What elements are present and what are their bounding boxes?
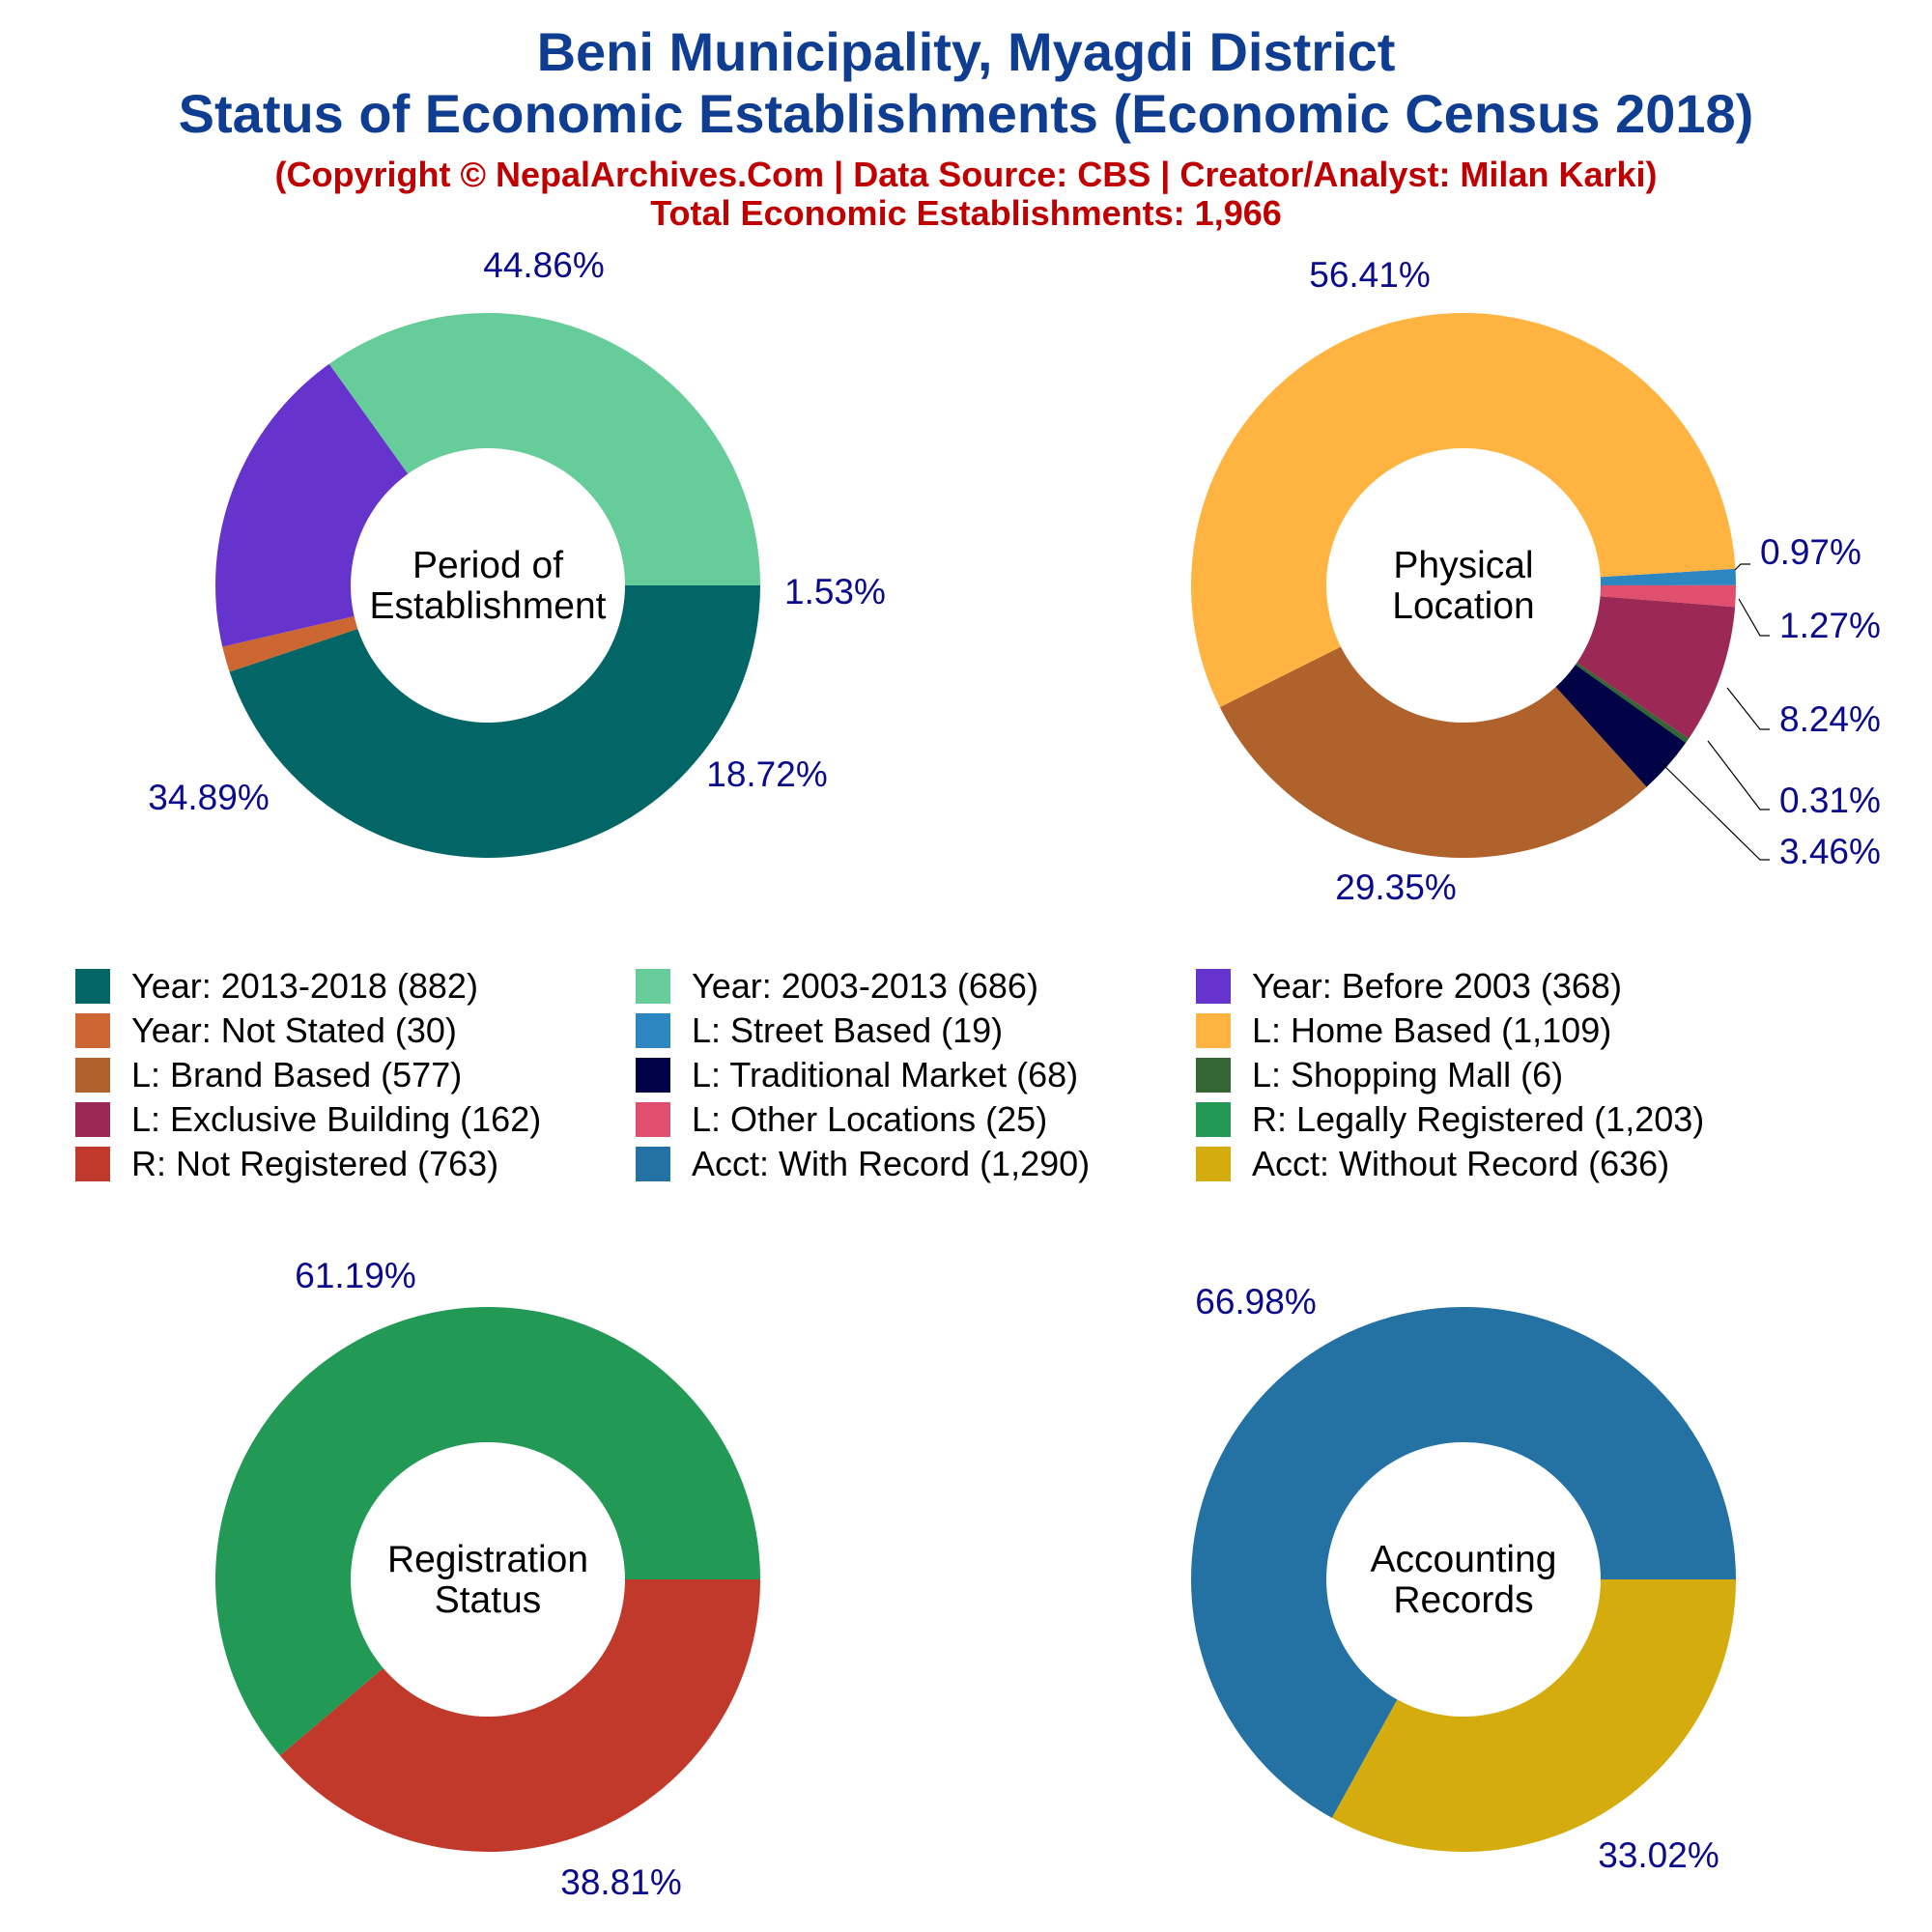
label-leader-line xyxy=(1734,563,1750,571)
legend-swatch xyxy=(75,1102,110,1137)
legend-swatch xyxy=(75,1147,110,1181)
legend-item: Year: Not Stated (30) xyxy=(75,1009,457,1053)
percentage-label: 44.86% xyxy=(483,245,605,285)
donut-center-label: Location xyxy=(1392,585,1534,627)
copyright-subtitle: (Copyright © NepalArchives.Com | Data So… xyxy=(274,155,1658,194)
percentage-label: 1.53% xyxy=(784,572,886,611)
legend-item: L: Home Based (1,109) xyxy=(1196,1009,1611,1053)
legend-swatch xyxy=(1196,1013,1231,1048)
legend-swatch xyxy=(636,969,670,1004)
legend-label: L: Brand Based (577) xyxy=(131,1055,463,1094)
legend-item: R: Legally Registered (1,203) xyxy=(1196,1097,1704,1142)
percentage-label: 66.98% xyxy=(1195,1282,1317,1321)
legend-swatch xyxy=(75,1013,110,1048)
donut-hole xyxy=(1326,448,1601,723)
legend-swatch xyxy=(75,969,110,1004)
legend-label: Acct: With Record (1,290) xyxy=(692,1144,1091,1183)
legend-label: Year: Before 2003 (368) xyxy=(1252,966,1622,1006)
legend-swatch xyxy=(1196,1147,1231,1181)
legend-label: L: Shopping Mall (6) xyxy=(1252,1055,1564,1094)
legend-label: R: Legally Registered (1,203) xyxy=(1252,1099,1705,1139)
percentage-label: 38.81% xyxy=(560,1862,682,1902)
legend-item: L: Traditional Market (68) xyxy=(636,1053,1078,1097)
legend-item: Year: 2003-2013 (686) xyxy=(636,964,1038,1009)
legend-swatch xyxy=(1196,969,1231,1004)
legend-label: Year: Not Stated (30) xyxy=(131,1010,457,1050)
percentage-label: 34.89% xyxy=(148,778,270,817)
legend-swatch xyxy=(1196,1102,1231,1137)
legend-item: L: Shopping Mall (6) xyxy=(1196,1053,1563,1097)
percentage-label: 0.97% xyxy=(1760,532,1861,572)
legend-item: L: Other Locations (25) xyxy=(636,1097,1047,1142)
legend-swatch xyxy=(636,1102,670,1137)
percentage-label: 8.24% xyxy=(1779,699,1881,739)
legend-label: Acct: Without Record (636) xyxy=(1252,1144,1670,1183)
donut-hole xyxy=(1326,1442,1601,1717)
legend-item: Year: 2013-2018 (882) xyxy=(75,964,478,1009)
percentage-label: 33.02% xyxy=(1598,1835,1719,1875)
legend-label: L: Exclusive Building (162) xyxy=(131,1099,542,1139)
legend-label: Year: 2003-2013 (686) xyxy=(692,966,1038,1006)
legend-label: L: Other Locations (25) xyxy=(692,1099,1048,1139)
legend-item: R: Not Registered (763) xyxy=(75,1142,498,1186)
percentage-label: 29.35% xyxy=(1335,867,1457,907)
chart-title-line-2: Status of Economic Establishments (Econo… xyxy=(178,83,1754,144)
legend-item: L: Exclusive Building (162) xyxy=(75,1097,541,1142)
donut-center-label: Physical xyxy=(1393,545,1533,586)
legend-label: L: Street Based (19) xyxy=(692,1010,1004,1050)
legend-label: R: Not Registered (763) xyxy=(131,1144,499,1183)
label-leader-line xyxy=(1707,740,1770,810)
legend-item: Year: Before 2003 (368) xyxy=(1196,964,1622,1009)
legend-label: L: Traditional Market (68) xyxy=(692,1055,1079,1094)
legend-swatch xyxy=(1196,1058,1231,1093)
legend-swatch xyxy=(75,1058,110,1093)
pie-slice-r-not-registered xyxy=(279,1579,760,1853)
donut-center-label: Status xyxy=(435,1579,542,1621)
donut-center-label: Records xyxy=(1393,1579,1533,1621)
total-establishments: Total Economic Establishments: 1,966 xyxy=(650,193,1282,233)
label-leader-line xyxy=(1661,762,1770,861)
legend-label: Year: 2013-2018 (882) xyxy=(131,966,478,1006)
donut-center-label: Period of xyxy=(412,545,563,586)
donut-hole xyxy=(351,448,625,723)
label-leader-line xyxy=(1738,598,1770,637)
label-leader-line xyxy=(1726,687,1770,730)
legend-swatch xyxy=(636,1013,670,1048)
donut-center-label: Registration xyxy=(387,1539,588,1580)
legend-label: L: Home Based (1,109) xyxy=(1252,1010,1612,1050)
percentage-label: 0.31% xyxy=(1779,781,1881,820)
percentage-label: 56.41% xyxy=(1309,255,1431,295)
donut-center-label: Accounting xyxy=(1371,1539,1557,1580)
percentage-label: 3.46% xyxy=(1779,832,1881,871)
donut-hole xyxy=(351,1442,625,1717)
percentage-label: 18.72% xyxy=(706,754,828,794)
legend-item: Acct: Without Record (636) xyxy=(1196,1142,1669,1186)
legend-swatch xyxy=(636,1147,670,1181)
legend-item: L: Brand Based (577) xyxy=(75,1053,462,1097)
pie-slice-l-brand-based xyxy=(1219,585,1647,858)
chart-title-line-1: Beni Municipality, Myagdi District xyxy=(536,21,1396,82)
legend-item: L: Street Based (19) xyxy=(636,1009,1003,1053)
donut-center-label: Establishment xyxy=(370,585,607,627)
percentage-label: 1.27% xyxy=(1779,606,1881,645)
percentage-label: 61.19% xyxy=(295,1256,416,1295)
pie-slice-year-2003-2013 xyxy=(328,313,760,585)
legend-item: Acct: With Record (1,290) xyxy=(636,1142,1090,1186)
legend-swatch xyxy=(636,1058,670,1093)
